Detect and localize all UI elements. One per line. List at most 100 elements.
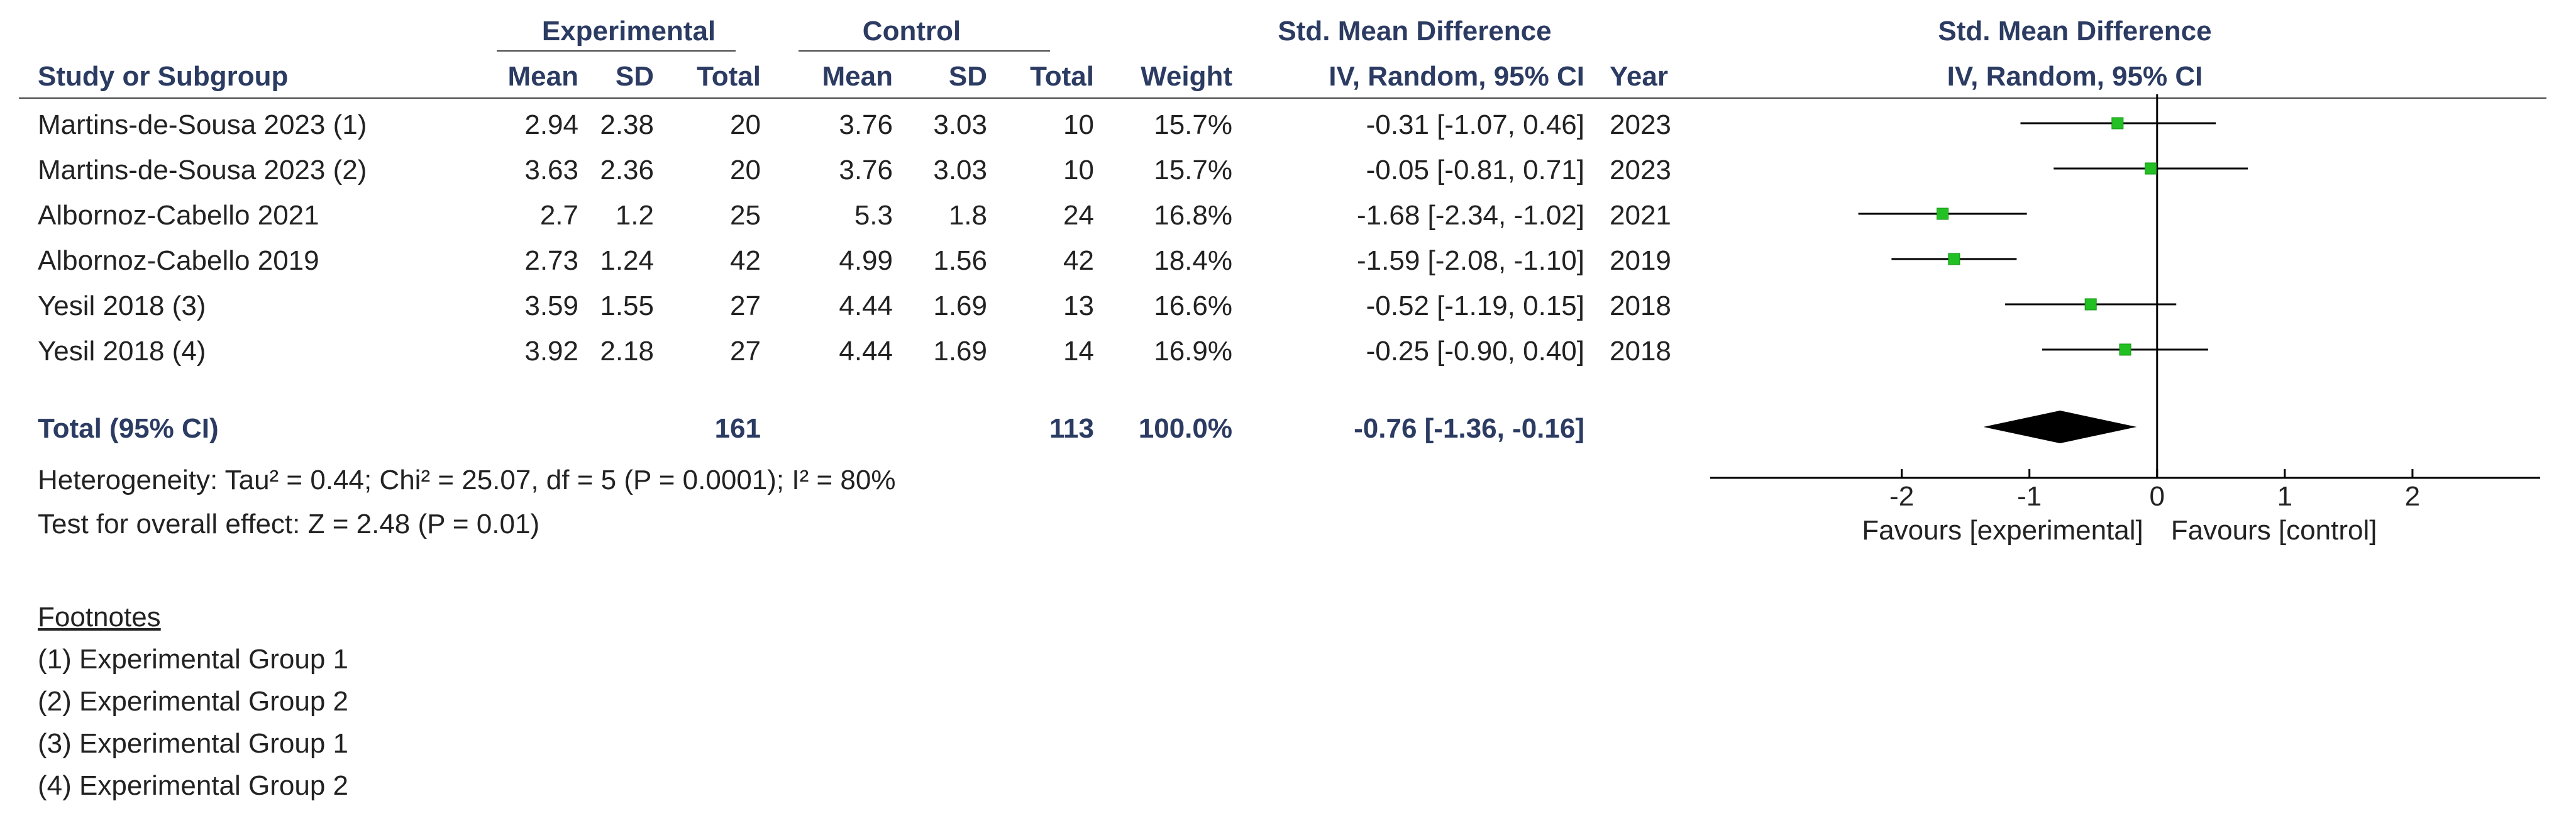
- col-ctl-sd: SD: [948, 61, 987, 92]
- row-exp-mean: 3.92: [524, 336, 578, 367]
- row-ctl-sd: 1.8: [948, 200, 987, 231]
- row-exp-total: 42: [730, 245, 761, 276]
- row-smd-ci: -0.52 [-1.19, 0.15]: [1366, 290, 1584, 321]
- col-year: Year: [1610, 61, 1668, 92]
- overall-effect-text: Test for overall effect: Z = 2.48 (P = 0…: [38, 509, 540, 539]
- row-exp-total: 20: [730, 109, 761, 140]
- study-marker: [2111, 117, 2124, 130]
- row-smd-ci: -0.05 [-0.81, 0.71]: [1366, 155, 1584, 185]
- x-tick-label: 0: [2150, 481, 2165, 512]
- row-ctl-mean: 4.44: [839, 290, 893, 321]
- row-ctl-mean: 4.99: [839, 245, 893, 276]
- study-marker: [2119, 343, 2131, 356]
- row-exp-sd: 2.36: [600, 155, 654, 185]
- row-ctl-sd: 1.69: [933, 336, 987, 367]
- row-ctl-sd: 3.03: [933, 109, 987, 140]
- row-ctl-mean: 4.44: [839, 336, 893, 367]
- study-marker: [2145, 162, 2157, 175]
- row-year: 2018: [1610, 336, 1671, 367]
- total-ctl-total: 113: [1049, 413, 1094, 444]
- row-exp-mean: 2.7: [539, 200, 578, 231]
- study-marker: [2084, 298, 2097, 311]
- col-ctl-total: Total: [1030, 61, 1094, 92]
- col-exp-total: Total: [697, 61, 761, 92]
- row-ctl-sd: 3.03: [933, 155, 987, 185]
- x-tick-label: 2: [2405, 481, 2420, 512]
- col-ctl-mean: Mean: [822, 61, 893, 92]
- total-weight: 100.0%: [1138, 413, 1232, 444]
- row-year: 2023: [1610, 109, 1671, 140]
- x-tick-label: -1: [2017, 481, 2042, 512]
- row-smd-ci: -0.25 [-0.90, 0.40]: [1366, 336, 1584, 367]
- row-smd-ci: -1.68 [-2.34, -1.02]: [1357, 200, 1584, 231]
- heterogeneity-text: Heterogeneity: Tau² = 0.44; Chi² = 25.07…: [38, 465, 896, 495]
- row-ctl-mean: 3.76: [839, 155, 893, 185]
- footnote-item: (4) Experimental Group 2: [38, 770, 348, 801]
- row-weight: 16.6%: [1154, 290, 1232, 321]
- row-year: 2018: [1610, 290, 1671, 321]
- col-exp-mean: Mean: [507, 61, 578, 92]
- header-experimental: Experimental: [541, 16, 716, 47]
- row-ctl-total: 10: [1063, 155, 1094, 185]
- col-study: Study or Subgroup: [38, 61, 289, 92]
- row-exp-mean: 2.94: [524, 109, 578, 140]
- header-plot-title: Std. Mean Difference: [1938, 16, 2212, 47]
- row-ctl-total: 10: [1063, 109, 1094, 140]
- favours-left-label: Favours [experimental]: [1862, 515, 2143, 546]
- row-study: Albornoz-Cabello 2019: [38, 245, 319, 276]
- row-weight: 16.9%: [1154, 336, 1232, 367]
- footnote-item: (1) Experimental Group 1: [38, 644, 348, 675]
- col-weight: Weight: [1141, 61, 1232, 92]
- row-exp-sd: 1.24: [600, 245, 654, 276]
- row-weight: 18.4%: [1154, 245, 1232, 276]
- row-year: 2021: [1610, 200, 1671, 231]
- footnote-item: (2) Experimental Group 2: [38, 686, 348, 717]
- row-exp-sd: 2.18: [600, 336, 654, 367]
- row-year: 2019: [1610, 245, 1671, 276]
- row-exp-sd: 1.55: [600, 290, 654, 321]
- row-study: Martins-de-Sousa 2023 (2): [38, 155, 367, 185]
- experimental-underline: [497, 50, 736, 52]
- row-study: Yesil 2018 (3): [38, 290, 206, 321]
- total-smd-ci: -0.76 [-1.36, -0.16]: [1354, 413, 1584, 444]
- header-rule: [19, 97, 2546, 99]
- row-study: Yesil 2018 (4): [38, 336, 206, 367]
- row-weight: 15.7%: [1154, 155, 1232, 185]
- row-ctl-sd: 1.56: [933, 245, 987, 276]
- x-tick-label: 1: [2277, 481, 2292, 512]
- header-smd: Std. Mean Difference: [1278, 16, 1552, 47]
- header-control: Control: [862, 16, 961, 47]
- favours-right-label: Favours [control]: [2171, 515, 2377, 546]
- row-ctl-total: 24: [1063, 200, 1094, 231]
- control-underline: [799, 50, 1050, 52]
- footnotes-title: Footnotes: [38, 602, 161, 633]
- row-ctl-total: 13: [1063, 290, 1094, 321]
- x-tick-label: -2: [1889, 481, 1914, 512]
- pooled-diamond: [1983, 411, 2137, 443]
- row-exp-mean: 3.63: [524, 155, 578, 185]
- row-ctl-total: 14: [1063, 336, 1094, 367]
- row-year: 2023: [1610, 155, 1671, 185]
- header-plot-subtitle: IV, Random, 95% CI: [1947, 61, 2203, 92]
- total-label: Total (95% CI): [38, 413, 219, 444]
- row-ctl-total: 42: [1063, 245, 1094, 276]
- row-study: Martins-de-Sousa 2023 (1): [38, 109, 367, 140]
- row-exp-sd: 2.38: [600, 109, 654, 140]
- col-smd: IV, Random, 95% CI: [1329, 61, 1584, 92]
- row-ctl-mean: 5.3: [854, 200, 893, 231]
- row-exp-mean: 3.59: [524, 290, 578, 321]
- row-exp-total: 27: [730, 336, 761, 367]
- forest-plot: -2 -1 0 1 2 Favours [experimental] Favours [co…: [1710, 94, 2540, 546]
- col-exp-sd: SD: [615, 61, 654, 92]
- study-marker: [1937, 207, 1949, 220]
- row-ctl-mean: 3.76: [839, 109, 893, 140]
- row-exp-total: 25: [730, 200, 761, 231]
- study-marker: [1948, 253, 1960, 265]
- row-study: Albornoz-Cabello 2021: [38, 200, 319, 231]
- row-exp-total: 20: [730, 155, 761, 185]
- row-exp-mean: 2.73: [524, 245, 578, 276]
- row-exp-sd: 1.2: [615, 200, 654, 231]
- row-exp-total: 27: [730, 290, 761, 321]
- row-weight: 15.7%: [1154, 109, 1232, 140]
- row-smd-ci: -0.31 [-1.07, 0.46]: [1366, 109, 1584, 140]
